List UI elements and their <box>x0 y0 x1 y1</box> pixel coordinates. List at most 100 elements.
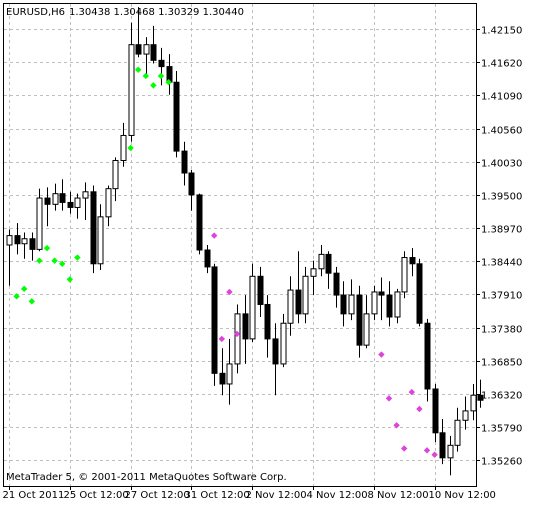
candle-body-bull <box>120 134 127 161</box>
candle-body-bull <box>105 188 112 218</box>
y-tick-label: 1.36320 <box>481 391 522 402</box>
candle-body-bear <box>378 291 385 296</box>
candle <box>67 191 74 214</box>
candle <box>416 258 423 327</box>
candle <box>52 183 59 211</box>
candle-body-bear <box>14 235 21 245</box>
candle <box>234 304 241 374</box>
candle <box>409 248 416 277</box>
candle <box>158 47 165 86</box>
candle <box>143 37 150 76</box>
candle-body-bull <box>470 394 477 412</box>
candle <box>325 251 332 289</box>
candle-body-bear <box>242 313 249 340</box>
sell-signal-diamond <box>416 405 423 413</box>
buy-signal-diamond <box>51 257 58 264</box>
y-tick-label: 1.41620 <box>481 59 522 70</box>
candle-body-bear <box>424 322 431 390</box>
candle <box>477 379 484 408</box>
candle-body-bear <box>219 372 226 385</box>
copyright-label: MetaTrader 5, © 2001-2011 MetaQuotes Sof… <box>6 472 287 483</box>
x-tick-label: 21 Oct 2011 <box>3 490 65 501</box>
candle-body-bear <box>44 197 51 205</box>
candle-body-bull <box>6 235 13 246</box>
buy-signal-diamond <box>165 79 172 86</box>
candle-body-bear <box>272 338 279 365</box>
candle <box>302 266 309 324</box>
buy-signal-diamond <box>28 298 35 305</box>
candle-body-bull <box>371 291 378 315</box>
candle-body-bull <box>287 289 294 324</box>
candle <box>173 70 180 158</box>
y-tick-label: 1.35260 <box>481 457 522 468</box>
candle-body-bull <box>447 444 454 459</box>
candle <box>82 182 89 220</box>
candle-body-bull <box>112 159 119 190</box>
candle-body-bear <box>264 303 271 340</box>
candle <box>295 251 302 324</box>
buy-signal-diamond <box>21 285 28 293</box>
candles <box>6 7 484 476</box>
sell-signal-diamond <box>423 447 431 454</box>
candle-body-bear <box>386 294 393 318</box>
candle <box>378 277 385 321</box>
x-tick-label: 10 Nov 12:00 <box>429 490 496 501</box>
y-tick-label: 1.42150 <box>481 26 522 37</box>
x-tick-label: 4 Nov 12:00 <box>307 490 368 501</box>
candle <box>280 313 287 368</box>
candle <box>432 383 439 443</box>
candle-body-bull <box>401 257 408 293</box>
buy-signal-diamond <box>66 276 73 283</box>
candle <box>371 285 378 321</box>
candle-body-bull <box>82 191 89 199</box>
candle <box>272 323 279 396</box>
sell-signal-diamond <box>218 335 225 343</box>
candle <box>135 7 142 58</box>
candle-body-bear <box>59 193 66 203</box>
candle-body-bull <box>249 275 256 340</box>
candle-body-bull <box>74 197 81 208</box>
candle <box>90 185 97 274</box>
y-tick-label: 1.37380 <box>481 325 522 336</box>
candle <box>249 263 256 343</box>
y-tick-label: 1.40560 <box>481 126 522 137</box>
candle <box>340 281 347 327</box>
y-tick-label: 1.36850 <box>481 358 522 369</box>
candle-body-bull <box>348 294 355 315</box>
candle <box>462 396 469 430</box>
candle-body-bear <box>196 194 203 251</box>
ohlc-readout: 1.30438 1.30468 1.30329 1.30440 <box>69 7 244 18</box>
candle <box>211 263 218 386</box>
buy-signal-diamond <box>157 72 165 80</box>
candle-body-bull <box>128 44 135 136</box>
y-tick-label: 1.39500 <box>481 192 522 203</box>
candle <box>120 122 127 167</box>
candle <box>242 295 249 364</box>
buy-signal-diamond <box>150 82 157 89</box>
candle-body-bull <box>318 253 325 270</box>
candle-body-bull <box>310 268 317 277</box>
candle-body-bear <box>257 275 264 305</box>
sell-signal-diamond <box>211 232 218 239</box>
candle <box>264 295 271 358</box>
candle-body-bear <box>409 257 416 265</box>
candle <box>470 383 477 421</box>
symbol-label: EURUSD,H6 <box>6 7 65 18</box>
candle <box>128 22 135 142</box>
candle-body-bear <box>325 253 332 274</box>
signal-arrows <box>13 66 438 458</box>
candle-body-bear <box>158 59 165 68</box>
candle <box>44 187 51 227</box>
x-tick-label: 27 Oct 12:00 <box>125 490 190 501</box>
buy-signal-diamond <box>43 244 51 252</box>
candle <box>181 141 188 186</box>
candle-body-bear <box>135 44 142 55</box>
candle-body-bull <box>280 322 287 365</box>
candle-body-bull <box>97 216 104 265</box>
candle <box>386 281 393 327</box>
candle <box>401 251 408 299</box>
candle-body-bear <box>67 201 74 208</box>
y-tick-label: 1.41090 <box>481 92 522 103</box>
